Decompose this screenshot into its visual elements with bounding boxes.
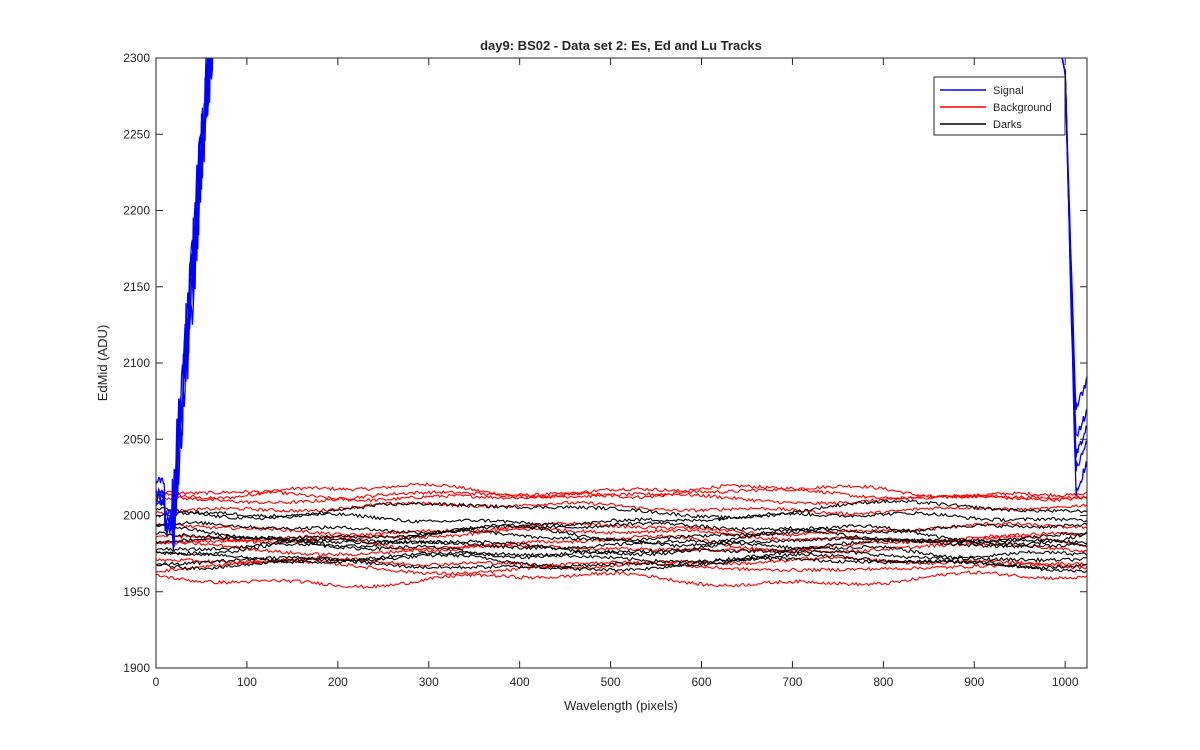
signal-track-end-5	[1061, 58, 1087, 496]
y-tick-label: 1950	[123, 585, 150, 599]
x-tick-label: 800	[873, 675, 893, 689]
background-track-4	[156, 500, 1087, 516]
dark-track-2	[156, 510, 1087, 527]
x-axis-label: Wavelength (pixels)	[564, 698, 678, 713]
x-tick-label: 500	[601, 675, 621, 689]
legend-box	[933, 76, 1066, 136]
y-tick-label: 2050	[123, 432, 150, 446]
dark-track-9	[156, 549, 1087, 565]
x-tick-label: 700	[782, 675, 802, 689]
x-tick-label: 1000	[1052, 675, 1079, 689]
background-track-8	[156, 540, 1087, 557]
x-tick-label: 100	[237, 675, 257, 689]
series-layer	[156, 58, 1087, 590]
x-tick-label: 400	[510, 675, 530, 689]
x-tick-label: 900	[964, 675, 984, 689]
signal-track-start-5	[156, 58, 212, 536]
x-tick-label: 600	[691, 675, 711, 689]
background-track-3	[156, 490, 1087, 506]
dark-track-5	[156, 528, 1087, 549]
plot-area	[156, 58, 1087, 668]
legend-label-darks: Darks	[993, 119, 1022, 131]
y-tick-label: 1900	[123, 661, 150, 675]
x-tick-label: 200	[328, 675, 348, 689]
y-axis: 1900 1950 2000 2050 2100 2150 2200 2250 2300	[123, 51, 1087, 675]
background-track-11	[156, 570, 1087, 590]
y-tick-label: 2200	[123, 204, 150, 218]
dark-track-3	[156, 520, 1087, 535]
chart-title: day9: BS02 - Data set 2: Es, Ed and Lu T…	[480, 38, 762, 53]
y-tick-label: 2000	[123, 509, 150, 523]
legend-label-background: Background	[993, 102, 1052, 114]
legend-label-signal: Signal	[993, 85, 1024, 97]
background-track-1	[156, 482, 1087, 500]
x-axis: 0 100 200 300 400 500 600 700 800 900 1000	[153, 58, 1079, 689]
background-track-2	[156, 487, 1087, 503]
dark-track-8	[156, 541, 1087, 560]
y-axis-label: EdMid (ADU)	[95, 325, 110, 402]
legend: Signal Background Darks	[933, 76, 1066, 136]
y-tick-label: 2300	[123, 51, 150, 65]
x-tick-label: 0	[153, 675, 160, 689]
background-track-9	[156, 555, 1087, 571]
y-tick-label: 2150	[123, 280, 150, 294]
signal-track-start-3	[156, 58, 211, 551]
signal-track-start-4	[156, 58, 212, 525]
y-tick-label: 2100	[123, 356, 150, 370]
dark-track-11	[156, 555, 1087, 573]
dark-track-7	[156, 537, 1087, 555]
x-tick-label: 300	[419, 675, 439, 689]
dark-track-4	[156, 523, 1087, 544]
y-tick-label: 2250	[123, 127, 150, 141]
background-track-5	[156, 521, 1087, 538]
